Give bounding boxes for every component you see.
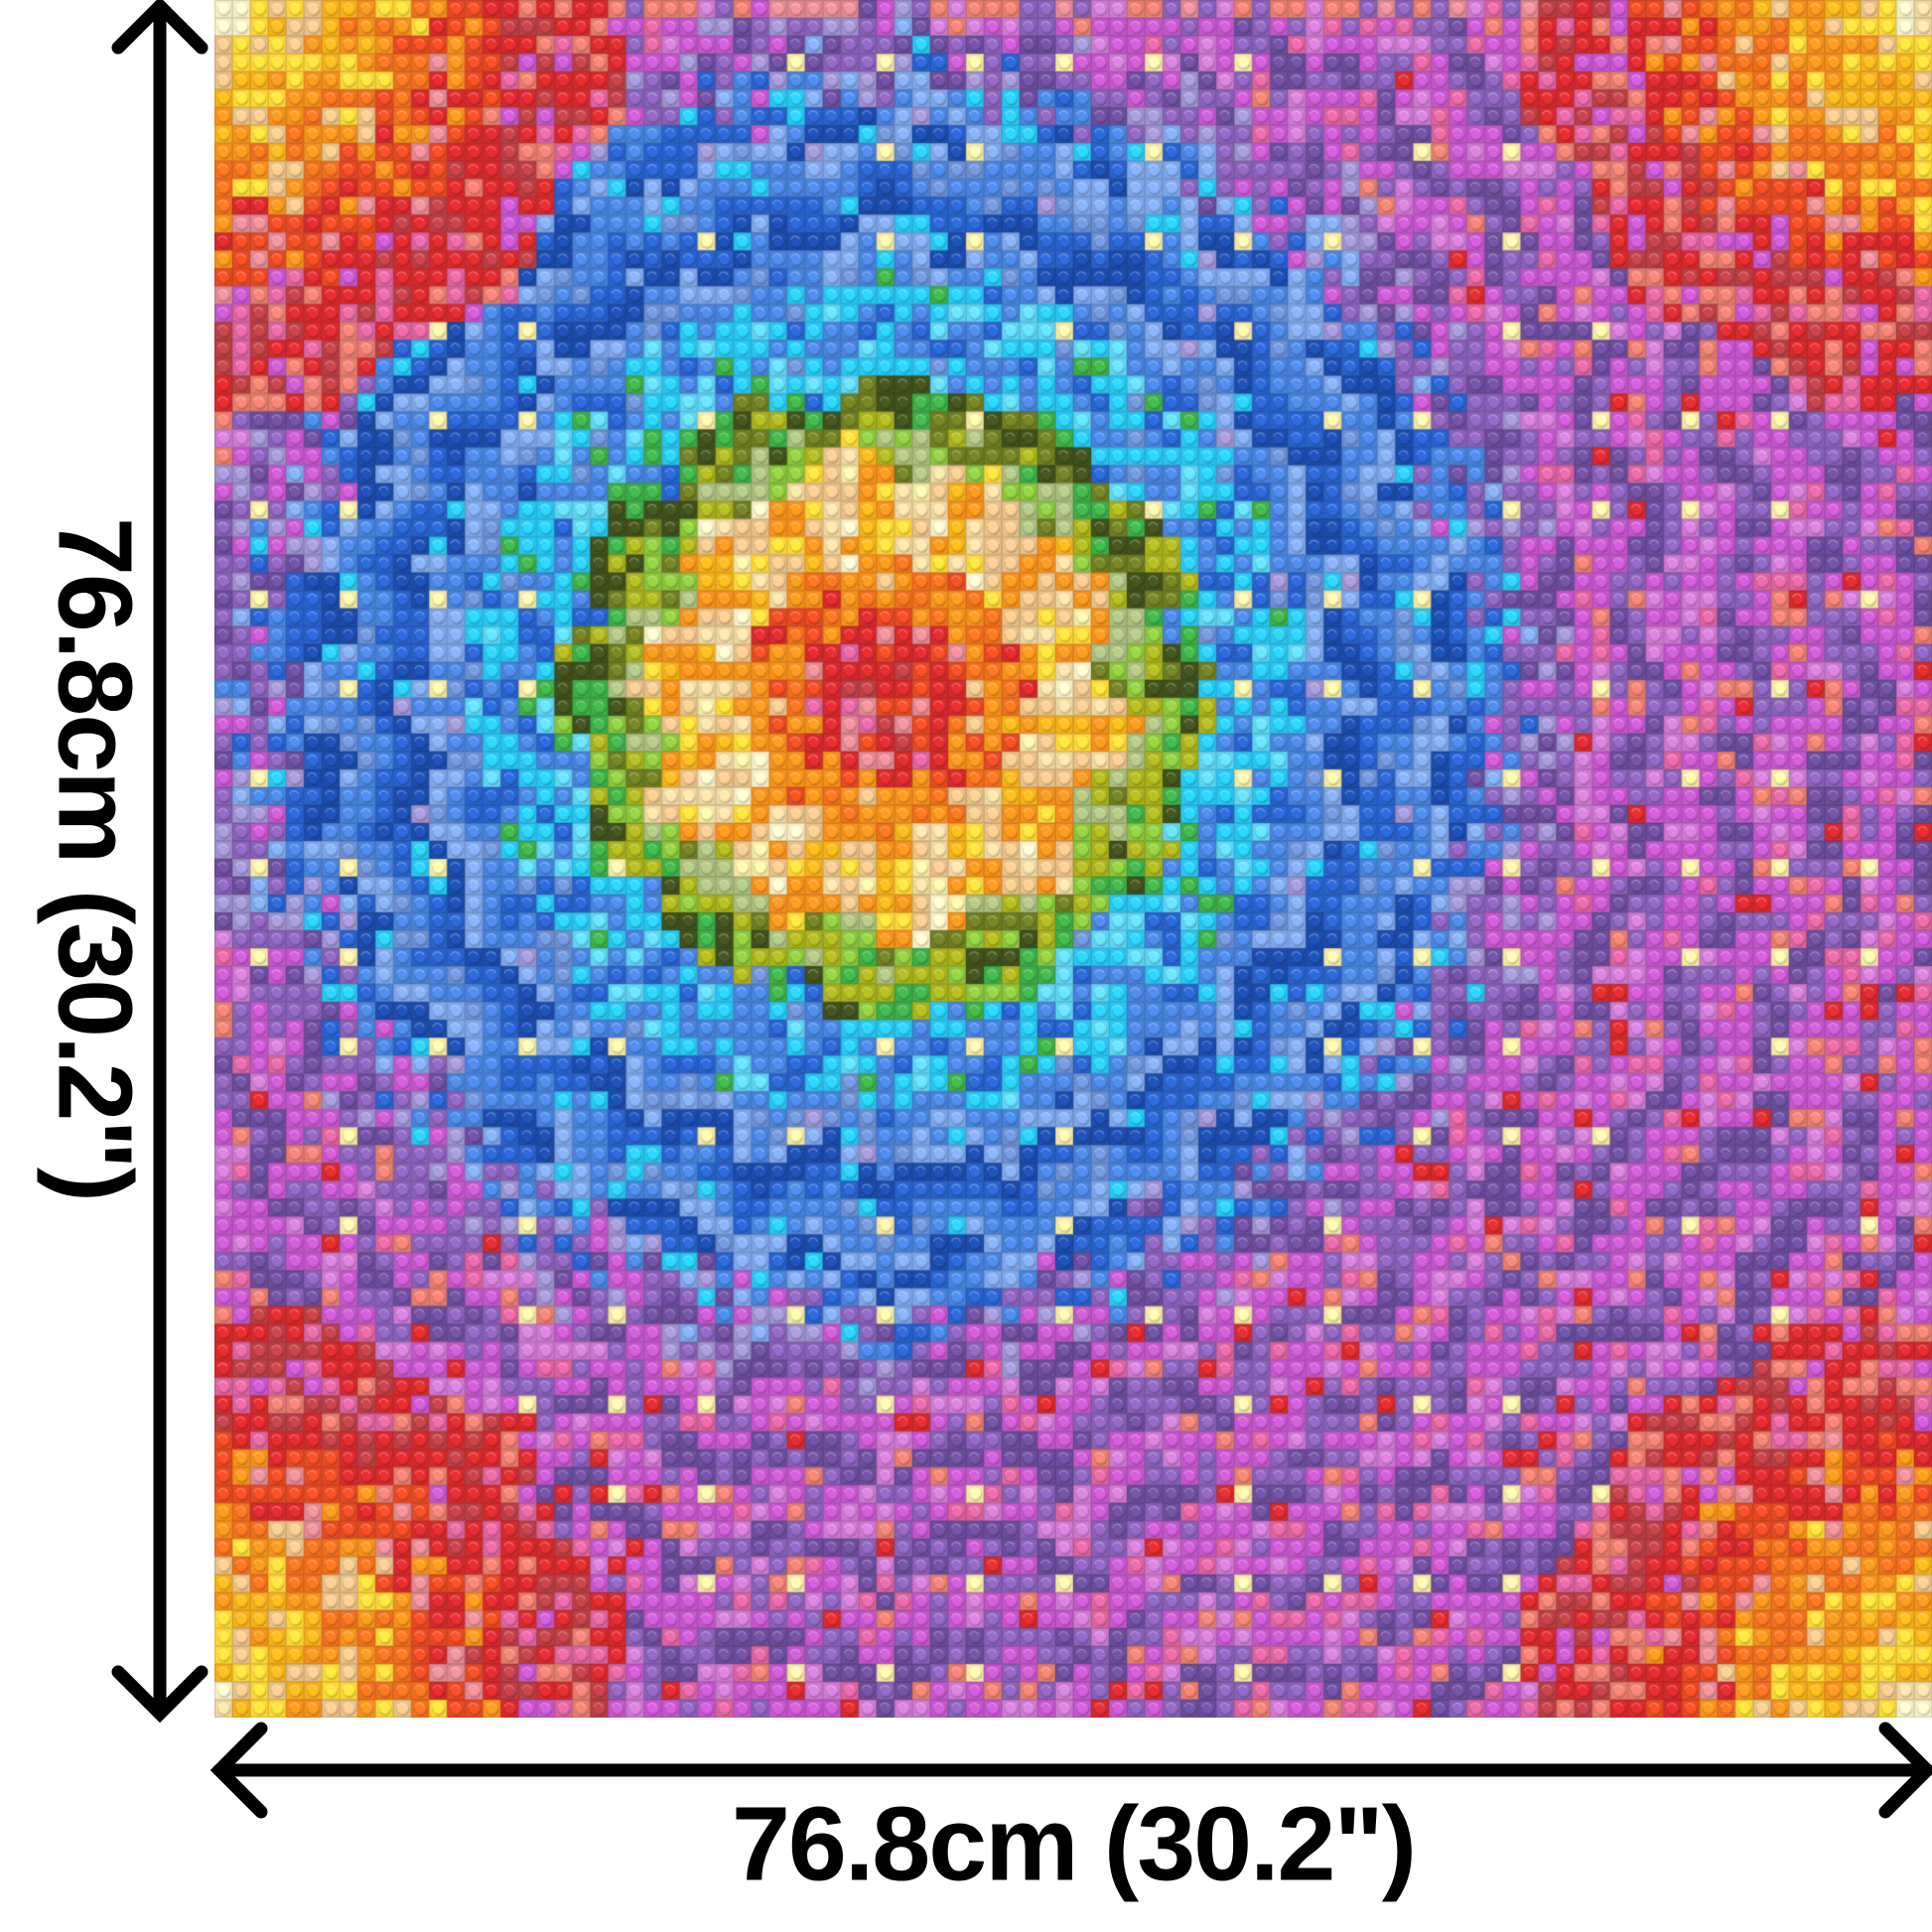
- width-dimension-label: 76.8cm (30.2"): [731, 1785, 1417, 1903]
- arrow-right-icon: [1878, 1722, 1932, 1819]
- arrow-up-icon: [111, 0, 208, 55]
- arrow-left-icon: [209, 1722, 268, 1819]
- brick-mosaic-area: [214, 0, 1932, 1718]
- brick-mosaic-canvas: [214, 0, 1932, 1718]
- arrow-down-icon: [111, 1665, 208, 1724]
- height-dimension-label: 76.8cm (30.2"): [36, 516, 154, 1201]
